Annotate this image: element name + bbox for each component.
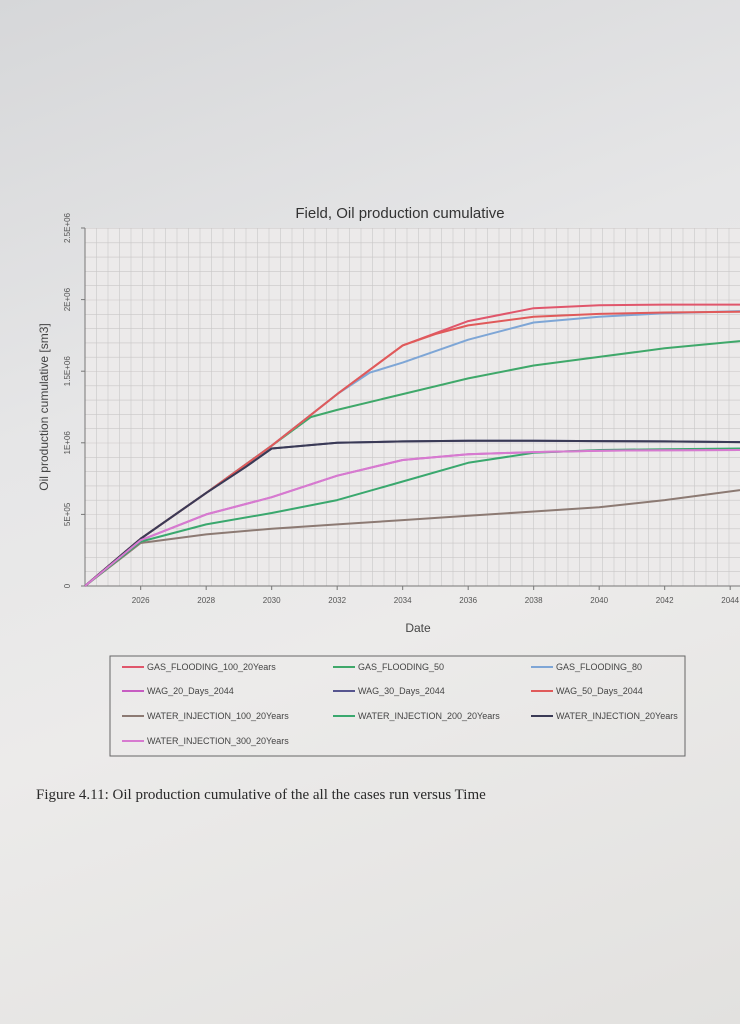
series-line-9 — [84, 439, 740, 587]
legend: GAS_FLOODING_100_20Years GAS_FLOODING_50 G… — [109, 655, 686, 757]
legend-label: GAS_FLOODING_50 — [358, 662, 444, 672]
x-tick-label: 2044 — [721, 596, 739, 605]
x-tick-label: 2034 — [394, 596, 412, 605]
y-tick-label: 1E+06 — [63, 431, 72, 455]
y-tick-label: 5E+05 — [63, 502, 72, 526]
x-tick-label: 2036 — [459, 596, 477, 605]
x-tick-label: 2028 — [197, 596, 215, 605]
y-tick-label: 2E+06 — [63, 287, 72, 311]
y-axis-label: Oil production cumulative [sm3] — [37, 323, 51, 490]
legend-label: WATER_INJECTION_20Years — [556, 711, 678, 721]
y-tick-label: 1.5E+06 — [63, 356, 72, 387]
y-tick-label: 0 — [63, 583, 72, 588]
legend-label: WAG_50_Days_2044 — [556, 686, 643, 696]
axes — [84, 228, 740, 587]
legend-label: GAS_FLOODING_100_20Years — [147, 662, 276, 672]
y-tick-label: 2.5E+06 — [63, 212, 72, 243]
legend-label: WATER_INJECTION_100_20Years — [147, 711, 289, 721]
series-layer — [84, 303, 740, 587]
x-tick-label: 2032 — [328, 596, 346, 605]
legend-label: WAG_30_Days_2044 — [358, 686, 445, 696]
legend-label: GAS_FLOODING_80 — [556, 662, 642, 672]
series-line-10 — [84, 449, 740, 587]
plot-background — [85, 228, 740, 586]
chart-title: Field, Oil production cumulative — [295, 205, 504, 222]
x-tick-label: 2026 — [132, 596, 150, 605]
tick-labels: 2026 2028 2030 2032 2034 2036 2038 2040 2042 2044… — [63, 212, 740, 605]
legend-label: WAG_20_Days_2044 — [147, 686, 234, 696]
figure-caption: Figure 4.11: Oil production cumulative o… — [36, 787, 486, 803]
series-line-7 — [84, 489, 740, 587]
x-tick-label: 2038 — [525, 596, 543, 605]
x-tick-label: 2040 — [590, 596, 608, 605]
x-axis-label: Date — [405, 621, 431, 635]
legend-label: WATER_INJECTION_300_20Years — [147, 736, 289, 746]
legend-label: WATER_INJECTION_200_20Years — [358, 711, 500, 721]
x-tick-label: 2042 — [656, 596, 674, 605]
legend-box — [109, 655, 686, 757]
x-tick-label: 2030 — [263, 596, 281, 605]
